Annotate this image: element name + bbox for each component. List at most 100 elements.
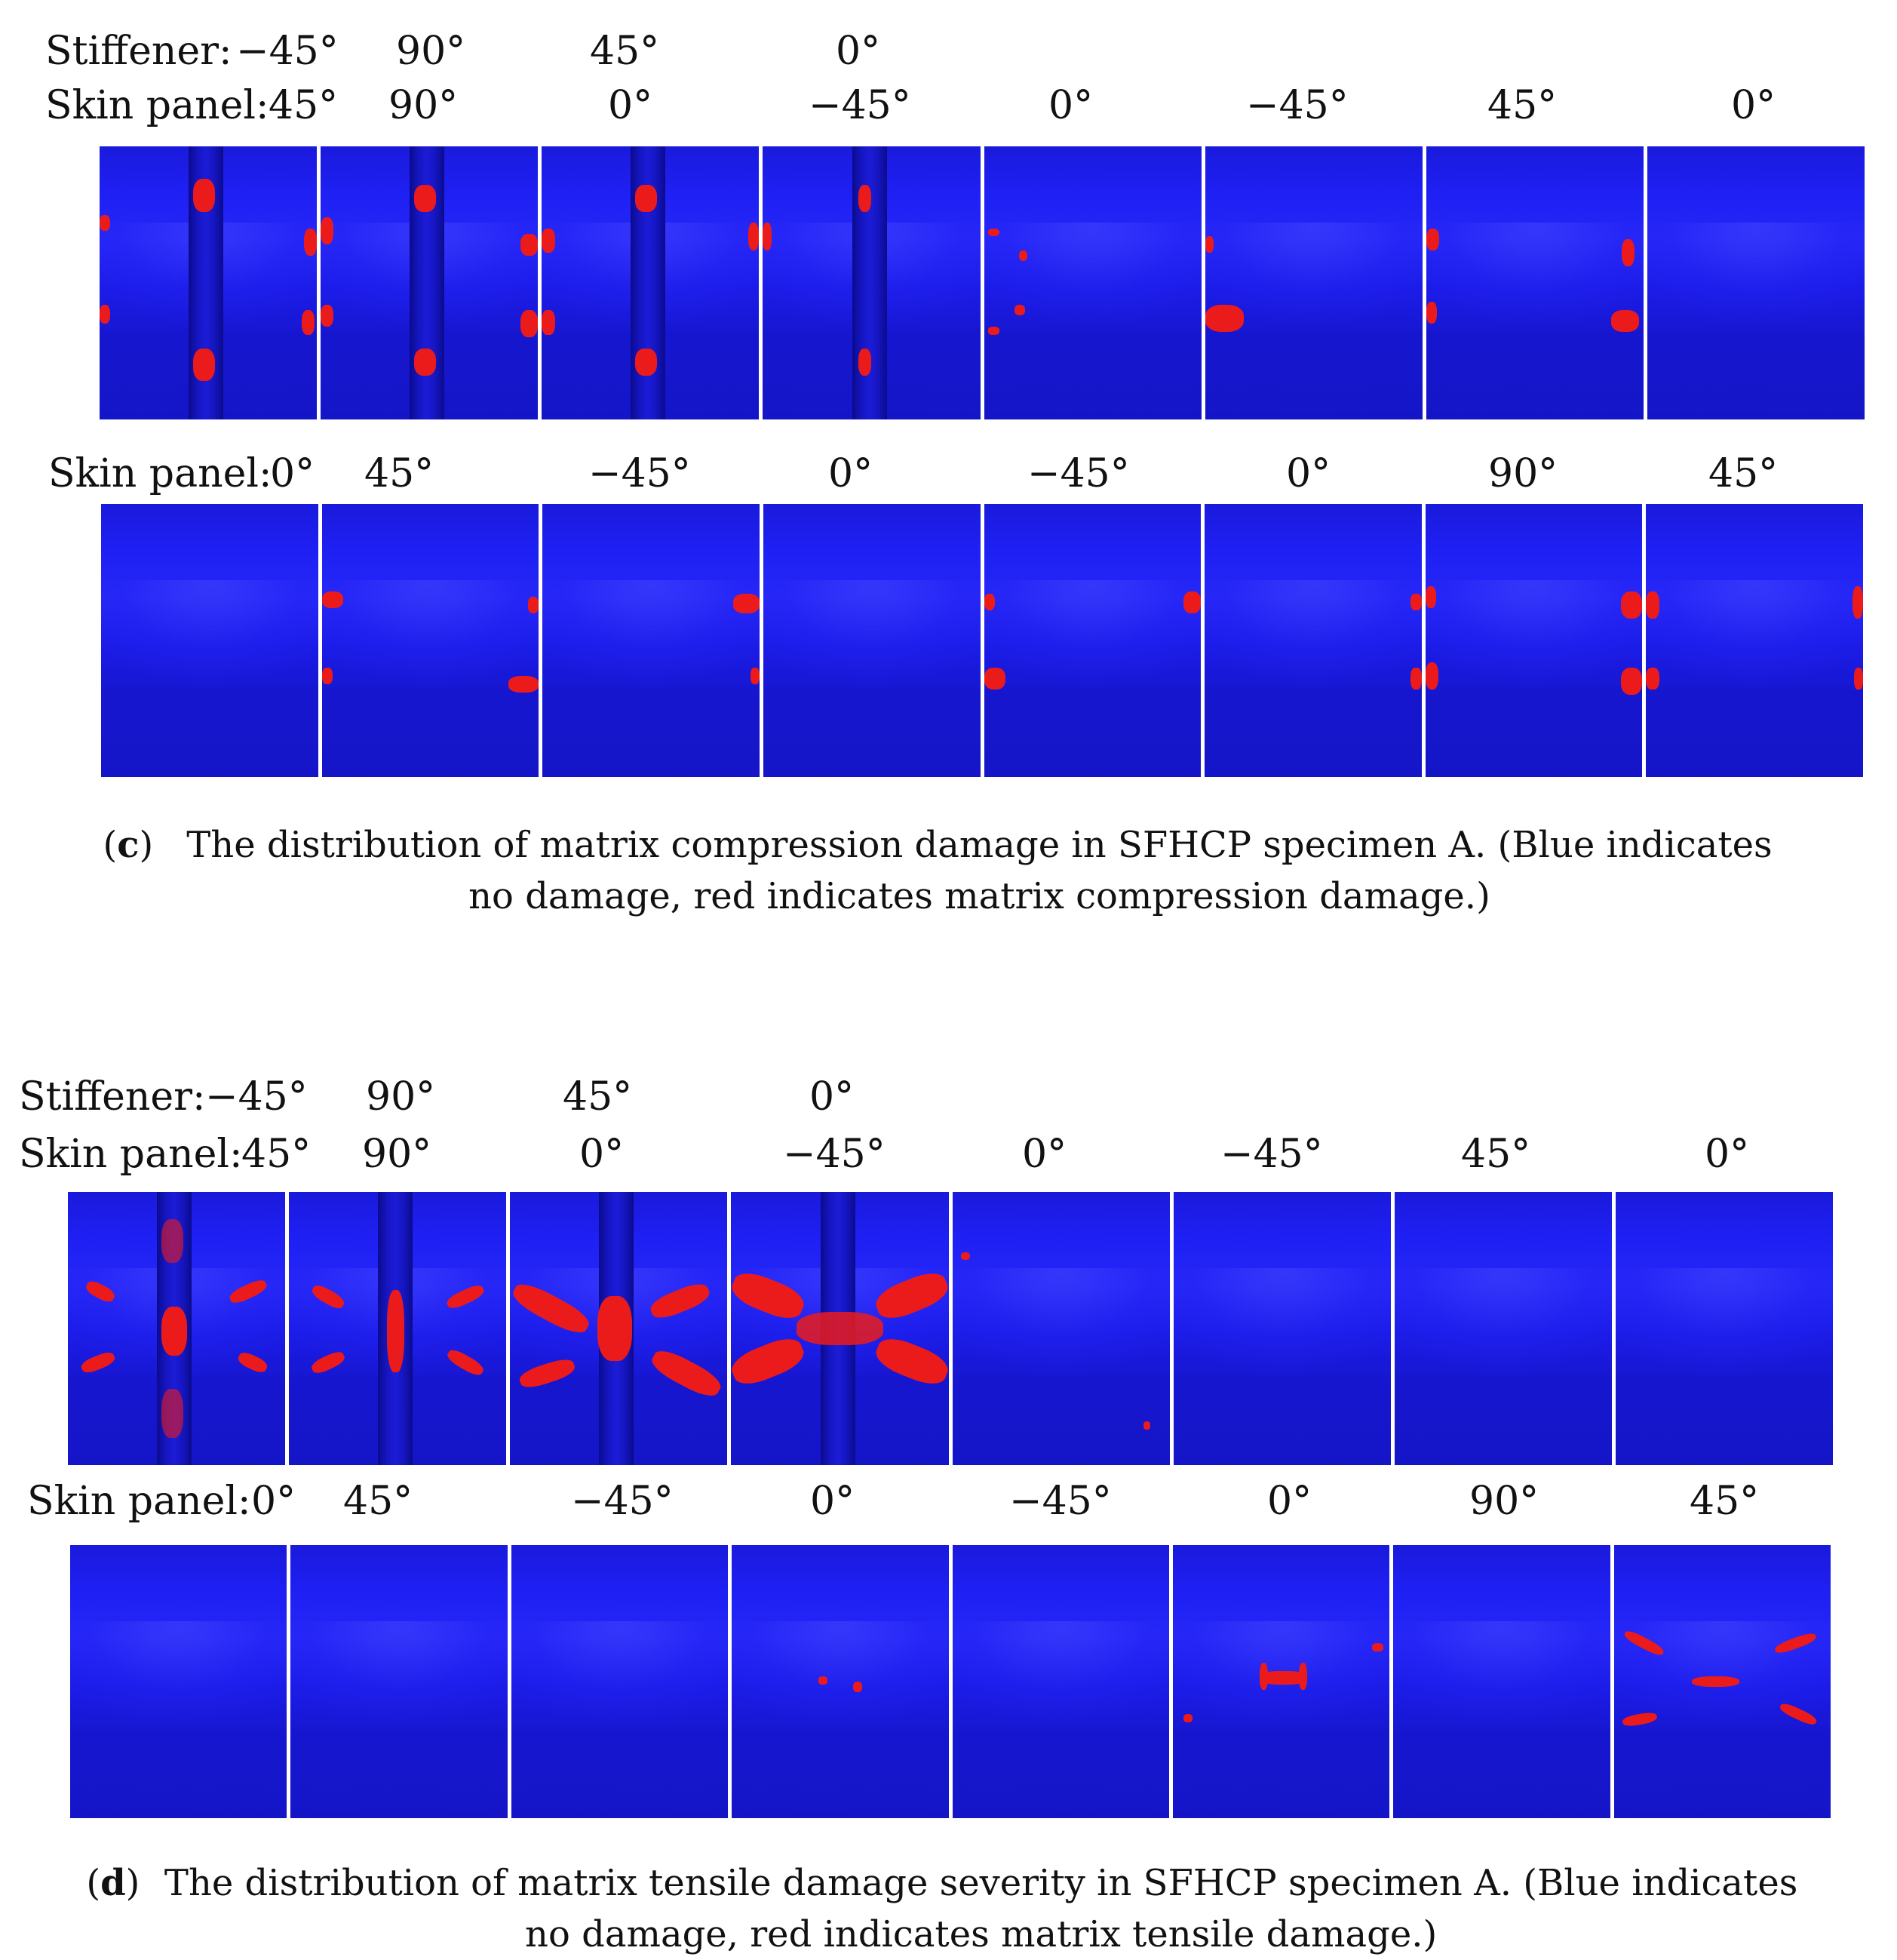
skin-angle: 0°: [1267, 1479, 1312, 1524]
damage-region: [988, 228, 999, 237]
stiffener-label: Stiffener:: [19, 1074, 206, 1120]
damage-region: [510, 1277, 594, 1338]
figure-caption-d: (d) The distribution of matrix tensile d…: [0, 1857, 1897, 1960]
damage-region: [309, 1283, 347, 1312]
ply-panel: [1393, 1545, 1610, 1818]
ply-panel: [510, 1192, 728, 1465]
damage-region: [1773, 1630, 1819, 1656]
ply-panel: [100, 146, 318, 419]
ply-panel: [952, 1192, 1170, 1465]
damage-region: [1410, 594, 1422, 611]
damage-region: [747, 223, 760, 250]
caption-text: The distribution of matrix tensile damag…: [164, 1862, 1798, 1955]
ply-panel: [732, 1545, 949, 1818]
damage-region: [635, 348, 657, 376]
skin-panel-label: Skin panel:: [19, 1132, 243, 1177]
ply-panel: [321, 504, 539, 777]
damage-region: [527, 597, 539, 613]
damage-region: [647, 1280, 712, 1323]
damage-region: [1183, 591, 1202, 613]
damage-region: [1014, 304, 1026, 316]
ply-panel: [952, 1545, 1169, 1818]
ply-panel: [984, 146, 1202, 419]
skin-angle: 90°: [1469, 1479, 1539, 1524]
damage-region: [309, 1349, 347, 1377]
damage-region: [444, 1283, 486, 1312]
damage-region: [321, 591, 344, 608]
skin-angle: 0°: [1705, 1132, 1750, 1177]
skin-angle: 0°: [579, 1132, 625, 1177]
ply-panel: [1613, 1545, 1831, 1818]
skin-angle: −45°: [1009, 1479, 1112, 1524]
skin-angle: 45°: [1690, 1479, 1760, 1524]
damage-region: [1372, 1643, 1383, 1652]
ply-panel: [984, 504, 1202, 777]
stiffener-angle: 45°: [563, 1074, 633, 1120]
damage-region: [79, 1350, 118, 1376]
skin-angle: 0°: [251, 1479, 296, 1524]
damage-region: [858, 348, 872, 376]
damage-region: [1620, 591, 1643, 619]
damage-region: [542, 310, 555, 335]
skin-angle: 0°: [608, 83, 653, 128]
damage-region: [508, 676, 539, 693]
damage-region: [1259, 1662, 1269, 1690]
damage-region: [1646, 668, 1659, 690]
skin-angle: −45°: [809, 83, 911, 128]
damage-region: [1620, 668, 1643, 696]
ply-panel: [289, 1192, 507, 1465]
damage-region: [301, 310, 315, 335]
ply-panel: [70, 1545, 287, 1818]
skin-angle: 45°: [1708, 451, 1779, 496]
damage-strip-c-top: [100, 146, 1865, 419]
skin-angle: 45°: [1487, 83, 1558, 128]
caption-text: The distribution of matrix compression d…: [186, 824, 1773, 917]
damage-region: [796, 1312, 884, 1345]
ply-panel: [511, 1545, 729, 1818]
skin-angle: 45°: [241, 1132, 312, 1177]
ply-panel: [321, 146, 539, 419]
damage-region: [100, 214, 111, 232]
damage-region: [984, 594, 995, 611]
damage-region: [731, 1332, 809, 1390]
damage-region: [84, 1278, 118, 1305]
skin-angle: 90°: [362, 1132, 432, 1177]
stiffener-angle: 90°: [396, 29, 466, 74]
damage-region: [1778, 1700, 1819, 1728]
ply-panel: [1394, 1192, 1612, 1465]
damage-region: [1425, 662, 1438, 690]
damage-region: [1018, 250, 1028, 262]
ply-panel: [542, 504, 760, 777]
damage-region: [303, 228, 318, 256]
ply-panel: [1615, 1192, 1833, 1465]
damage-region: [1425, 585, 1437, 608]
damage-region: [1610, 310, 1640, 333]
damage-region: [763, 223, 772, 250]
damage-region: [1646, 591, 1659, 619]
damage-region: [858, 184, 872, 212]
damage-region: [853, 1682, 862, 1693]
stiffener-angle: −45°: [205, 1074, 308, 1120]
skin-angle: −45°: [1246, 83, 1349, 128]
damage-region: [1426, 228, 1440, 250]
damage-strip-c-bottom: [101, 504, 1863, 777]
ply-panel: [1173, 1192, 1391, 1465]
skin-angle: 90°: [388, 83, 459, 128]
damage-region: [161, 1219, 183, 1264]
damage-region: [731, 1267, 809, 1326]
damage-region: [1410, 668, 1422, 690]
skin-angle: 0°: [1731, 83, 1776, 128]
damage-region: [321, 668, 333, 684]
damage-region: [1259, 1670, 1308, 1685]
damage-region: [870, 1267, 949, 1326]
damage-region: [1692, 1676, 1740, 1688]
damage-region: [542, 228, 555, 253]
damage-region: [517, 1356, 577, 1392]
damage-region: [414, 348, 436, 376]
damage-region: [984, 668, 1006, 690]
damage-region: [100, 304, 111, 324]
damage-strip-d-top: [68, 1192, 1833, 1465]
ply-panel: [101, 504, 318, 777]
skin-angle: −45°: [783, 1132, 886, 1177]
ply-panel: [290, 1545, 508, 1818]
